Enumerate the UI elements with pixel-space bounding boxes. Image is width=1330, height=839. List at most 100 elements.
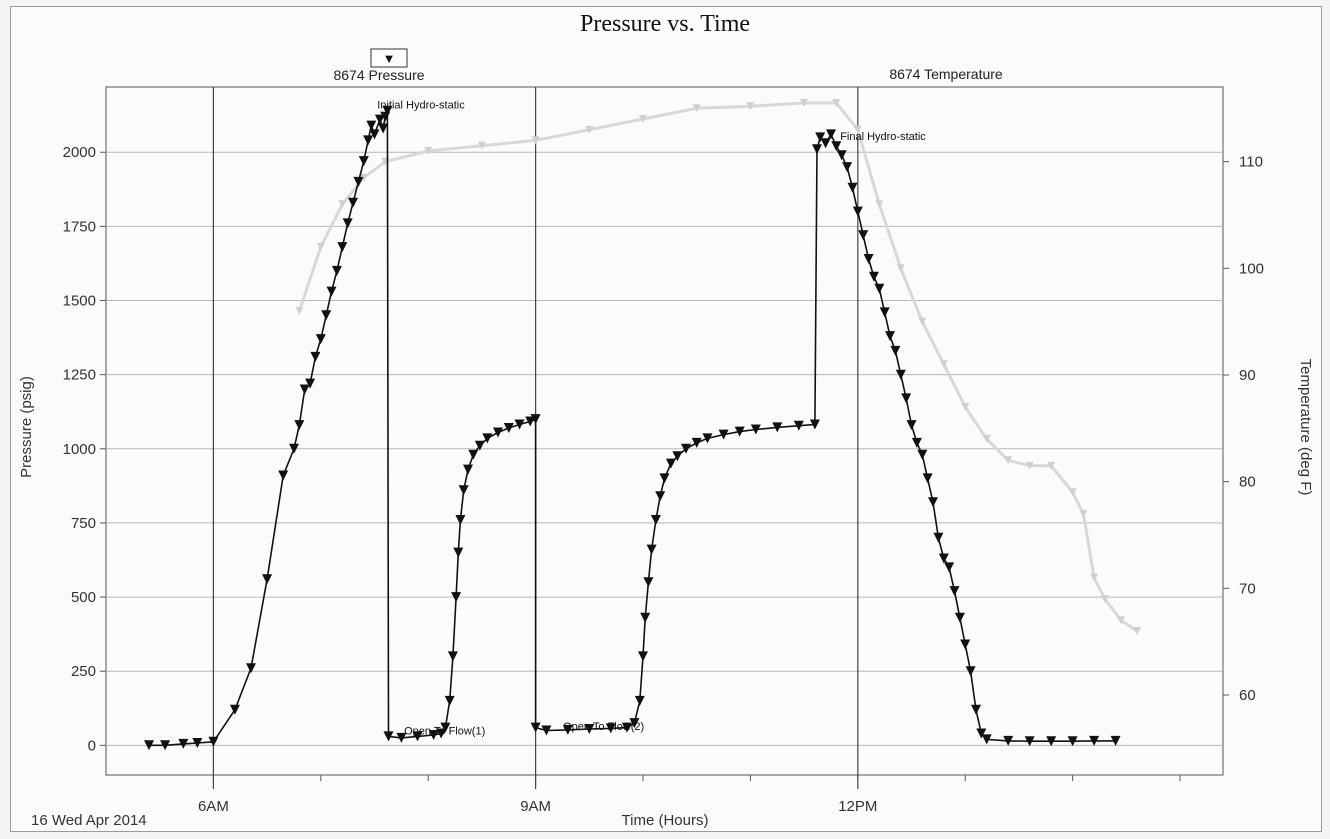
data-point-0 bbox=[640, 612, 651, 623]
data-point-0 bbox=[858, 230, 869, 241]
data-point-1 bbox=[800, 99, 809, 107]
data-point-0 bbox=[294, 420, 305, 431]
data-point-0 bbox=[638, 651, 648, 662]
data-point-0 bbox=[820, 138, 831, 149]
data-point-0 bbox=[369, 129, 380, 140]
data-point-0 bbox=[428, 730, 439, 740]
data-point-0 bbox=[342, 218, 353, 229]
y-tick-label: 1750 bbox=[63, 218, 96, 235]
data-point-0 bbox=[1046, 736, 1057, 747]
data-point-0 bbox=[321, 310, 332, 321]
data-point-0 bbox=[310, 351, 321, 362]
data-point-0 bbox=[366, 120, 377, 131]
data-point-1 bbox=[1117, 616, 1125, 625]
data-point-0 bbox=[337, 242, 348, 253]
data-point-0 bbox=[541, 725, 552, 736]
pressure-series-label: 8674 Pressure bbox=[333, 67, 424, 83]
y-tick-label: 2000 bbox=[63, 144, 96, 161]
data-point-1 bbox=[853, 125, 862, 134]
data-point-1 bbox=[639, 115, 647, 123]
data-point-0 bbox=[436, 728, 447, 739]
data-point-0 bbox=[468, 449, 479, 460]
data-point-1 bbox=[939, 360, 948, 369]
data-point-0 bbox=[949, 586, 960, 597]
data-point-0 bbox=[621, 722, 632, 733]
data-point-0 bbox=[1089, 735, 1100, 746]
data-point-0 bbox=[874, 283, 885, 294]
y2-tick-label: 70 bbox=[1239, 580, 1256, 597]
chart-frame: Pressure vs. Time ▼ 8674 Pressure 8674 T… bbox=[10, 6, 1322, 832]
data-point-0 bbox=[451, 592, 462, 603]
data-point-0 bbox=[906, 420, 917, 431]
data-point-0 bbox=[229, 704, 240, 715]
y-axis-title: Pressure (psig) bbox=[18, 376, 35, 478]
data-point-0 bbox=[396, 732, 407, 743]
data-point-0 bbox=[691, 437, 702, 448]
data-point-0 bbox=[655, 491, 666, 502]
data-point-1 bbox=[1004, 456, 1013, 465]
data-point-0 bbox=[447, 651, 458, 662]
data-point-0 bbox=[885, 331, 895, 342]
data-point-1 bbox=[896, 264, 905, 273]
data-point-1 bbox=[338, 200, 347, 209]
data-point-1 bbox=[832, 99, 841, 107]
data-point-0 bbox=[382, 105, 393, 116]
data-point-0 bbox=[358, 156, 369, 167]
data-point-0 bbox=[305, 378, 316, 389]
data-point-0 bbox=[847, 182, 858, 193]
data-point-0 bbox=[605, 723, 616, 734]
data-point-0 bbox=[458, 485, 469, 496]
x-tick-label: 9AM bbox=[520, 798, 551, 815]
data-point-0 bbox=[326, 286, 337, 297]
date-label: 16 Wed Apr 2014 bbox=[31, 812, 147, 829]
data-point-0 bbox=[852, 206, 863, 217]
x-tick-label: 12PM bbox=[838, 798, 877, 815]
data-point-0 bbox=[842, 162, 853, 173]
data-point-0 bbox=[562, 724, 573, 735]
data-point-0 bbox=[831, 141, 842, 152]
data-point-1 bbox=[359, 173, 368, 182]
data-point-0 bbox=[1024, 736, 1035, 747]
data-point-1 bbox=[1133, 627, 1142, 635]
data-point-0 bbox=[643, 577, 654, 588]
data-point-0 bbox=[530, 722, 541, 733]
data-point-0 bbox=[981, 734, 992, 745]
data-point-1 bbox=[1100, 595, 1109, 603]
data-point-0 bbox=[525, 416, 536, 427]
y-tick-label: 1000 bbox=[63, 441, 96, 458]
data-point-1 bbox=[585, 125, 594, 134]
data-point-0 bbox=[922, 473, 933, 484]
data-point-0 bbox=[289, 443, 299, 454]
data-point-0 bbox=[144, 740, 154, 751]
data-point-1 bbox=[1090, 573, 1099, 582]
legend-marker-box bbox=[370, 48, 408, 68]
data-point-0 bbox=[917, 449, 928, 460]
data-point-0 bbox=[928, 497, 938, 508]
data-point-0 bbox=[646, 544, 657, 555]
data-point-1 bbox=[477, 141, 486, 150]
data-point-0 bbox=[482, 433, 493, 444]
data-point-0 bbox=[793, 420, 804, 431]
data-point-0 bbox=[246, 663, 256, 674]
data-point-0 bbox=[938, 553, 949, 564]
data-point-0 bbox=[353, 176, 364, 187]
data-point-0 bbox=[901, 393, 912, 404]
data-point-0 bbox=[629, 718, 640, 729]
data-point-0 bbox=[718, 429, 729, 440]
data-point-0 bbox=[1003, 735, 1014, 746]
data-point-0 bbox=[331, 265, 342, 276]
data-point-0 bbox=[503, 423, 514, 433]
data-point-1 bbox=[1079, 509, 1088, 518]
data-point-0 bbox=[933, 532, 944, 543]
y-tick-label: 500 bbox=[71, 589, 96, 606]
annotation-label: Final Hydro-static bbox=[840, 131, 926, 143]
data-point-0 bbox=[879, 307, 890, 318]
y2-tick-label: 100 bbox=[1239, 260, 1264, 277]
data-point-0 bbox=[659, 473, 670, 484]
y2-axis-title: Temperature (deg F) bbox=[1297, 359, 1314, 496]
data-point-0 bbox=[868, 271, 879, 282]
data-point-0 bbox=[208, 736, 219, 747]
data-point-0 bbox=[440, 722, 451, 733]
data-point-1 bbox=[531, 136, 540, 145]
data-point-1 bbox=[961, 403, 970, 411]
